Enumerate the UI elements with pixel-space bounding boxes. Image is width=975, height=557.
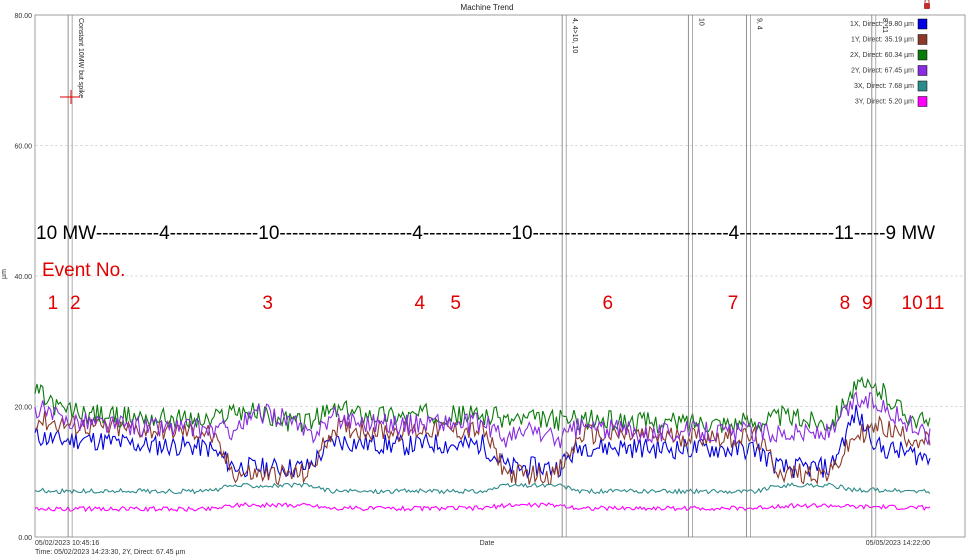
event-number: 2 (70, 293, 81, 314)
series-line-3 (34, 390, 931, 449)
event-markers: Constant 10MW but spike 4, 4>10, 10 10 9, 4… (67, 15, 888, 537)
series-line-2 (34, 376, 931, 434)
legend-swatch (917, 80, 928, 92)
event-marker-label: 8, 11 (881, 18, 888, 33)
power-annotation: 10 MW----------4--------------10--------… (36, 223, 935, 244)
event-number: 4 (415, 293, 426, 314)
event-number: 6 (603, 293, 614, 314)
event-number: 9 (862, 293, 873, 314)
event-number: 1 (48, 293, 59, 314)
legend-swatch (917, 18, 928, 30)
lock-icon[interactable] (924, 0, 930, 9)
y-tick-label: 40.00 (14, 274, 32, 281)
series-line-0 (34, 404, 931, 479)
y-tick-label: 0.00 (18, 535, 32, 542)
event-marker-label: 4, 4>10, 10 (571, 18, 578, 53)
x-axis-label: Date (480, 540, 495, 547)
event-marker-label: 10 (697, 18, 704, 26)
legend-entry: 3Y, Direct: 5.20 µm (855, 99, 914, 106)
legend-entry: 1X, Direct: 29.80 µm (850, 21, 914, 28)
series-line-5 (34, 501, 931, 513)
event-number: 8 (840, 293, 851, 314)
event-marker-label: 9, 4 (756, 18, 763, 30)
series-layer (34, 376, 931, 513)
y-tick-label: 20.00 (14, 405, 32, 412)
legend-swatch (917, 65, 928, 76)
x-end-label: 05/05/2023 14:22:00 (866, 540, 930, 547)
y-axis-ticks: 0.00 20.00 40.00 60.00 80.00 (14, 13, 32, 542)
series-line-4 (34, 482, 931, 495)
y-tick-label: 60.00 (14, 144, 32, 151)
event-number: 3 (262, 293, 273, 314)
legend-swatch (917, 49, 928, 61)
legend-entry: 2Y, Direct: 67.45 µm (851, 68, 914, 75)
gridlines (35, 145, 965, 407)
event-numbers: 1 2 3 4 5 6 7 8 9 10 11 (48, 293, 945, 314)
x-start-label: 05/02/2023 10:45:16 (35, 540, 99, 547)
event-number: 5 (450, 293, 461, 314)
chart-title: Machine Trend (461, 3, 514, 12)
event-number: 11 (925, 293, 945, 314)
y-axis-label: µm (1, 269, 8, 279)
event-marker-label: Constant 10MW but spike (77, 18, 84, 98)
cursor-readout: Time: 05/02/2023 14:23:30, 2Y, Direct: 6… (35, 549, 186, 556)
legend-entry: 2X, Direct: 60.34 µm (850, 52, 914, 59)
legend-entry: 1Y, Direct: 35.19 µm (851, 37, 914, 44)
legend-swatch (917, 96, 928, 107)
event-number: 10 (902, 293, 923, 314)
legend-swatch (917, 34, 928, 45)
y-tick-label: 80.00 (14, 13, 32, 20)
legend[interactable]: 1X, Direct: 29.80 µm 1Y, Direct: 35.19 µm… (850, 18, 928, 107)
event-number: 7 (728, 293, 739, 314)
event-no-label: Event No. (42, 260, 125, 281)
legend-entry: 3X, Direct: 7.68 µm (854, 83, 914, 90)
